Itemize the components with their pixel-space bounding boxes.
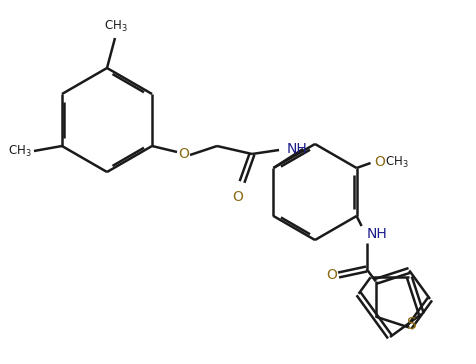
Text: O: O [326, 268, 337, 282]
Text: O: O [232, 190, 243, 204]
Text: NH: NH [287, 142, 307, 156]
Text: NH: NH [366, 227, 387, 241]
Text: O: O [178, 147, 189, 161]
Text: CH$_3$: CH$_3$ [8, 143, 32, 159]
Text: O: O [374, 155, 385, 169]
Text: CH$_3$: CH$_3$ [384, 154, 407, 170]
Text: S: S [407, 317, 416, 332]
Text: CH$_3$: CH$_3$ [104, 19, 128, 34]
